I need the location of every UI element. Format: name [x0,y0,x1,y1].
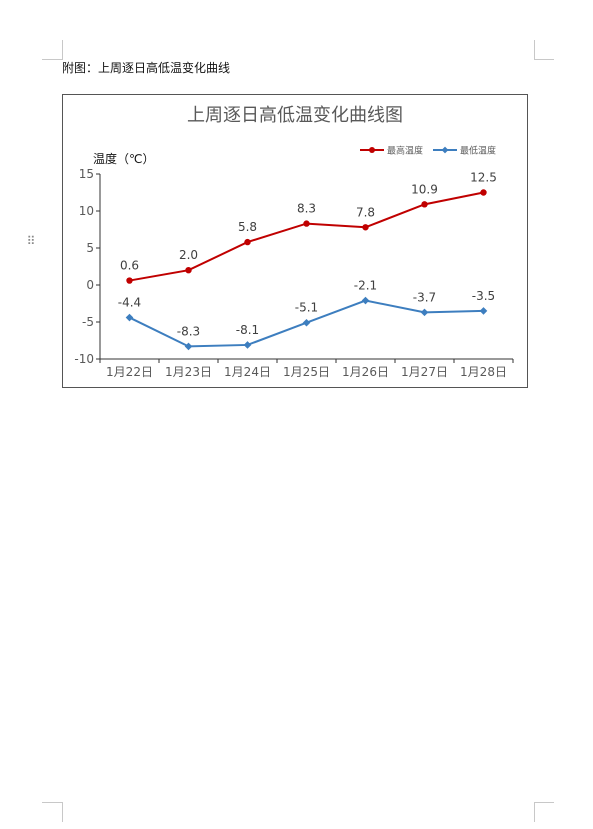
data-label: 5.8 [238,220,257,234]
x-tick-label: 1月27日 [401,365,448,379]
series-layer: 0.6 2.0 5.8 8.3 7.8 10.9 12.5 -4.4 -8.3 -8.1 -5.1 -… [118,171,497,351]
crop-mark-bottom-left-h [42,802,62,803]
legend-label: 最低温度 [460,145,496,157]
figure-caption: 附图：上周逐日高低温变化曲线 [62,61,231,75]
data-point [126,277,133,284]
y-tick-label: 15 [79,167,94,181]
crop-mark-top-right-v [534,40,535,60]
drag-handle-icon[interactable]: ⠿ [26,234,36,248]
x-tick-label: 1月24日 [224,365,271,379]
data-label: 12.5 [470,171,497,185]
crop-mark-top-left-v [62,40,63,60]
data-label: -4.4 [118,296,141,310]
data-label: -3.5 [472,289,495,303]
crop-mark-top-right-h [534,59,554,60]
crop-mark-bottom-right-v [534,802,535,822]
x-tick-label: 1月26日 [342,365,389,379]
y-axis-label: 温度（℃） [93,151,154,166]
data-point [184,342,193,351]
data-point [421,201,428,208]
data-label: 8.3 [297,202,316,216]
crop-mark-bottom-right-h [534,802,554,803]
data-point [302,318,311,327]
data-point [480,189,487,196]
data-label: -5.1 [295,301,318,315]
data-point [479,307,488,315]
data-point [303,220,310,227]
x-tick-label: 1月23日 [165,365,212,379]
x-tick-label: 1月22日 [106,365,153,379]
chart-frame: 上周逐日高低温变化曲线图 温度（℃） 15 10 5 0 -5 -10 1月22日 1月23日… [62,94,528,388]
crop-mark-bottom-left-v [62,802,63,822]
legend-marker [441,146,449,154]
chart-title: 上周逐日高低温变化曲线图 [187,105,403,126]
y-tick-label: -10 [74,352,94,366]
legend-label: 最高温度 [387,145,423,157]
crop-mark-top-left-h [42,59,62,60]
data-point [244,238,251,246]
legend: 最高温度 最低温度 [360,145,496,157]
data-point [420,308,429,317]
data-point [361,296,370,305]
x-tick-label: 1月25日 [283,365,330,379]
data-label: 7.8 [356,205,375,219]
y-tick-label: 5 [86,241,94,255]
temperature-line-chart: 上周逐日高低温变化曲线图 温度（℃） 15 10 5 0 -5 -10 1月22日 1月23日… [74,105,514,379]
legend-marker [369,147,375,153]
data-label: -2.1 [354,279,377,293]
x-tick-label: 1月28日 [460,365,507,379]
data-label: -8.3 [177,324,200,338]
data-label: 2.0 [179,248,198,262]
data-point [125,313,134,322]
axes: 15 10 5 0 -5 -10 1月22日 1月23日 1月24日 1月25日 1月26日 1月27… [74,167,514,379]
y-tick-label: 0 [86,278,94,292]
data-label: 0.6 [120,259,139,273]
y-tick-label: -5 [82,315,94,329]
y-tick-label: 10 [79,204,94,218]
data-label: -3.7 [413,290,436,304]
data-label: -8.1 [236,323,259,337]
data-point [185,267,192,274]
data-point [243,341,252,349]
data-point [362,224,369,231]
data-label: 10.9 [411,182,438,196]
